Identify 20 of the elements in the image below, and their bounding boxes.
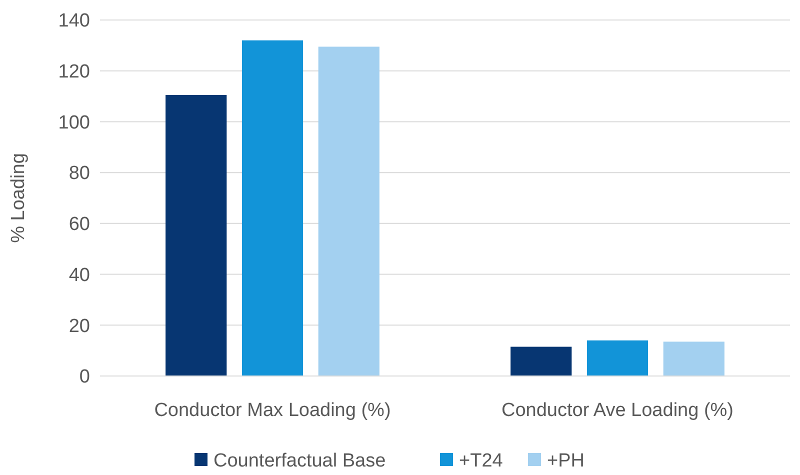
x-tick-label: Conductor Ave Loading (%) [501, 400, 734, 421]
bar [318, 46, 380, 376]
y-tick-label: 120 [58, 62, 90, 83]
bar [510, 346, 572, 376]
bar [166, 95, 227, 376]
legend-label: Counterfactual Base [214, 450, 386, 472]
y-tick-label: 60 [68, 214, 90, 236]
y-axis-title: % Loading [8, 153, 29, 243]
y-tick-label: 40 [68, 264, 90, 286]
x-tick-label: Conductor Max Loading (%) [154, 400, 391, 421]
legend-label: +PH [547, 450, 584, 472]
bar [586, 340, 648, 376]
y-tick-label: 20 [68, 316, 90, 337]
bar [663, 342, 724, 376]
y-tick-label: 140 [58, 10, 90, 32]
y-tick-label: 100 [58, 112, 90, 134]
y-tick-label: 0 [79, 366, 90, 388]
y-tick-label: 80 [68, 163, 90, 184]
legend-label: +T24 [459, 450, 504, 472]
bar [242, 40, 304, 376]
